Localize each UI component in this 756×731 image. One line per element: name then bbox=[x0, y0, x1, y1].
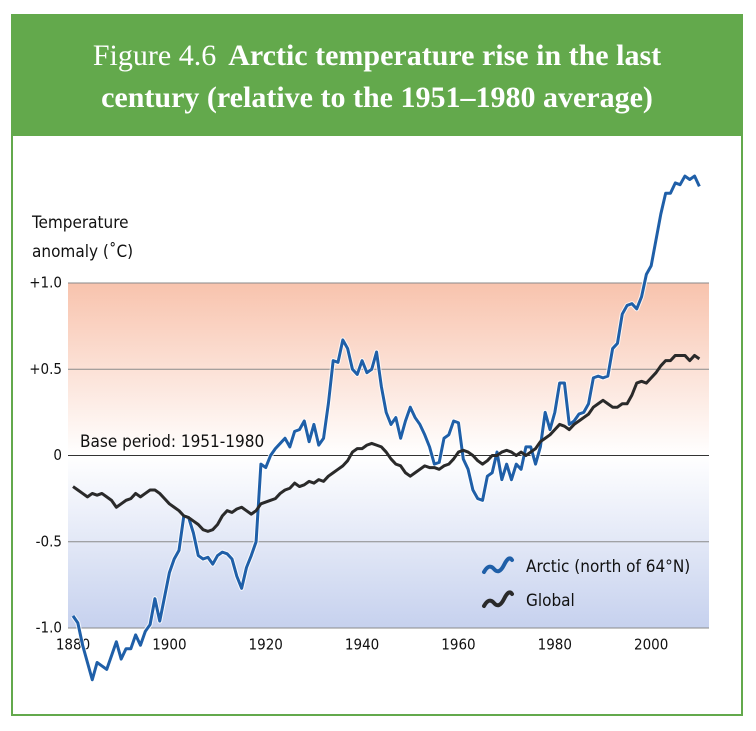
legend-label: Global bbox=[526, 591, 575, 611]
legend-label: Arctic (north of 64°N) bbox=[526, 557, 690, 577]
y-tick-label: 0 bbox=[53, 446, 62, 464]
y-tick-label: +1.0 bbox=[29, 274, 62, 292]
series-line bbox=[71, 174, 701, 682]
plot: -1.0 -0.5 0 +0.5 +1.0 Base period: 1951-1980 1… bbox=[29, 173, 709, 683]
x-tick-label: 1920 bbox=[249, 636, 283, 654]
y-axis-label: anomaly (˚C) bbox=[32, 241, 133, 262]
annotation: Base period: 1951-1980 bbox=[80, 432, 264, 452]
chart-title: Figure 4.6 Arctic temperature rise in the… bbox=[93, 39, 661, 72]
x-tick-label: 2000 bbox=[634, 636, 668, 654]
title-line: century (relative to the 1951–1980 avera… bbox=[101, 81, 653, 114]
x-tick-label: 1900 bbox=[152, 636, 186, 654]
x-tick-label: 1940 bbox=[345, 636, 379, 654]
figure-label: Figure 4.6 bbox=[93, 39, 216, 72]
legend-swatch bbox=[482, 590, 514, 608]
title-line: Arctic temperature rise in the last bbox=[228, 39, 661, 72]
x-tick-label: 1960 bbox=[441, 636, 475, 654]
y-tick-label: -1.0 bbox=[36, 619, 62, 637]
header bbox=[12, 15, 742, 136]
y-tick-label: +0.5 bbox=[29, 360, 62, 378]
y-tick-label: -0.5 bbox=[36, 532, 62, 550]
x-tick-label: 1980 bbox=[538, 636, 572, 654]
series-line bbox=[72, 353, 701, 533]
y-axis-label: Temperature bbox=[31, 213, 129, 233]
legend-swatch bbox=[482, 556, 514, 574]
